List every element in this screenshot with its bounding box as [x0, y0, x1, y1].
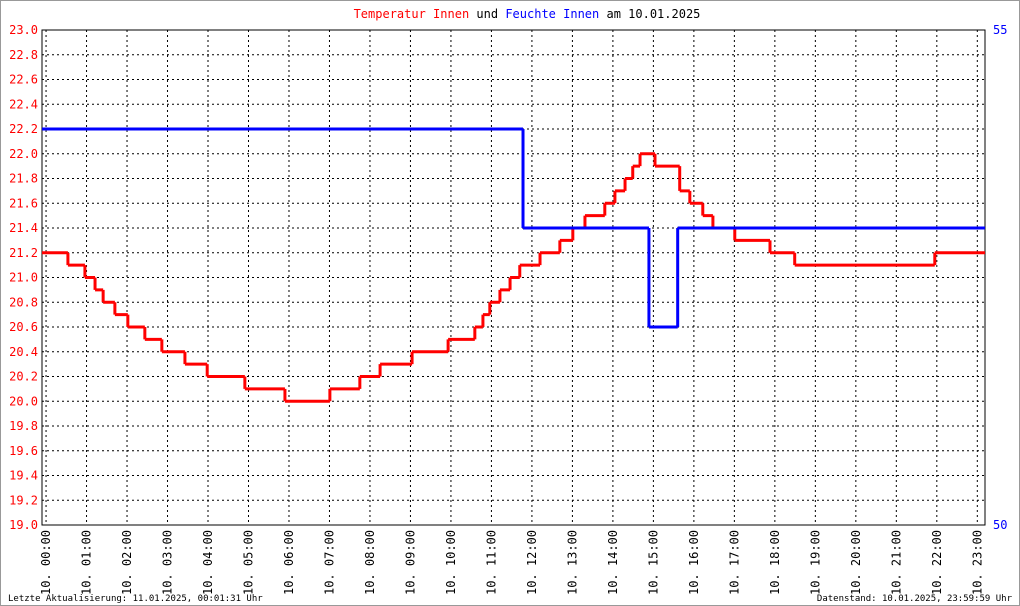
x-tick-label: 10. 15:00	[646, 530, 660, 595]
x-tick-label: 10. 10:00	[444, 530, 458, 595]
y-tick-label: 22.4	[9, 97, 38, 111]
y-tick-label: 21.2	[9, 246, 38, 260]
footer-left: Letzte Aktualisierung: 11.01.2025, 00:01…	[8, 594, 263, 604]
x-tick-label: 10. 19:00	[808, 530, 822, 595]
y-tick-label: 19.6	[9, 444, 38, 458]
title-temp: Temperatur Innen	[354, 7, 470, 21]
title-hum: Feuchte Innen	[505, 7, 599, 21]
x-tick-label: 10. 20:00	[849, 530, 863, 595]
y-tick-label: 19.2	[9, 493, 38, 507]
y-tick-label: 19.0	[9, 518, 38, 532]
y-tick-label: 22.0	[9, 147, 38, 161]
y-tick-label: 22.6	[9, 73, 38, 87]
y-tick-label: 20.2	[9, 370, 38, 384]
x-tick-label: 10. 11:00	[484, 530, 498, 595]
x-tick-label: 10. 12:00	[525, 530, 539, 595]
title-connector: und	[476, 7, 498, 21]
x-tick-label: 10. 04:00	[201, 530, 215, 595]
x-tick-label: 10. 06:00	[282, 530, 296, 595]
y-tick-label: 20.0	[9, 394, 38, 408]
y2-tick-label: 55	[993, 23, 1007, 37]
x-tick-label: 10. 05:00	[241, 530, 255, 595]
x-tick-label: 10. 21:00	[889, 530, 903, 595]
x-tick-label: 10. 01:00	[80, 530, 94, 595]
y-tick-label: 22.8	[9, 48, 38, 62]
x-tick-label: 10. 00:00	[39, 530, 53, 595]
x-tick-label: 10. 07:00	[322, 530, 336, 595]
x-tick-label: 10. 22:00	[930, 530, 944, 595]
x-tick-label: 10. 16:00	[687, 530, 701, 595]
y-tick-label: 19.8	[9, 419, 38, 433]
y2-tick-label: 50	[993, 518, 1007, 532]
plot-frame	[41, 29, 986, 526]
x-tick-label: 10. 14:00	[606, 530, 620, 595]
y-tick-label: 21.0	[9, 271, 38, 285]
y-tick-label: 20.8	[9, 295, 38, 309]
chart-title: Temperatur Innen und Feuchte Innen am 10…	[354, 7, 701, 21]
x-tick-label: 10. 18:00	[768, 530, 782, 595]
y-tick-label: 21.4	[9, 221, 38, 235]
x-tick-label: 10. 23:00	[970, 530, 984, 595]
y-tick-label: 21.6	[9, 196, 38, 210]
y-tick-label: 22.2	[9, 122, 38, 136]
x-tick-label: 10. 03:00	[161, 530, 175, 595]
y-tick-label: 20.4	[9, 345, 38, 359]
footer-right: Datenstand: 10.01.2025, 23:59:59 Uhr	[817, 594, 1013, 604]
x-tick-label: 10. 13:00	[565, 530, 579, 595]
y-tick-label: 21.8	[9, 172, 38, 186]
x-tick-label: 10. 02:00	[120, 530, 134, 595]
x-tick-label: 10. 17:00	[727, 530, 741, 595]
y-tick-label: 23.0	[9, 23, 38, 37]
x-tick-label: 10. 08:00	[363, 530, 377, 595]
title-date: am 10.01.2025	[606, 7, 700, 21]
y-tick-label: 19.4	[9, 469, 38, 483]
x-tick-label: 10. 09:00	[403, 530, 417, 595]
y-tick-label: 20.6	[9, 320, 38, 334]
